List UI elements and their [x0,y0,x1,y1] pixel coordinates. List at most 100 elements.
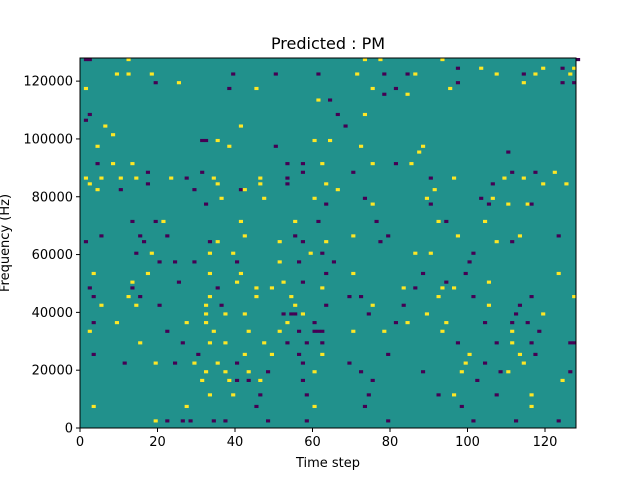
heatmap-cell-low [266,370,271,374]
heatmap-cell-high [204,321,209,325]
heatmap-cell-high [277,329,282,333]
heatmap-cell-high [324,240,329,244]
heatmap-cell-low [568,370,573,374]
heatmap-cell-high [378,58,383,62]
heatmap-cell-low [374,219,379,224]
heatmap-cell-low [347,361,352,365]
heatmap-cell-low [91,295,96,299]
heatmap-cell-low [188,419,193,423]
heatmap-cell-high [204,303,209,307]
heatmap-cell-low [192,188,197,192]
heatmap-cell-high [281,280,286,284]
heatmap-cell-low [87,58,92,62]
heatmap-cell-high [572,66,577,70]
heatmap-cell-high [111,133,116,137]
heatmap-cell-high [300,312,306,316]
heatmap-cell-low [324,271,329,276]
heatmap-cell-high [568,72,573,76]
heatmap-cell-low [289,312,294,316]
heatmap-cell-high [506,202,511,206]
heatmap-cell-high [99,176,104,180]
heatmap-cell-low [238,188,244,192]
heatmap-cell-high [118,176,123,180]
heatmap-cell-high [413,251,418,255]
heatmap-cell-low [316,72,321,76]
heatmap-cell-low [223,419,228,423]
heatmap-cell-low [351,170,356,174]
x-tick-label: 100 [455,435,480,450]
heatmap-cell-low [285,182,290,186]
heatmap-cell-low [312,329,317,333]
plot-frame [79,57,577,429]
heatmap-cell-high [223,341,228,345]
heatmap-cell-low [258,393,263,397]
heatmap-cell-low [421,370,426,374]
heatmap-cell-low [514,312,519,316]
heatmap-cell-high [215,361,220,365]
heatmap-cell-low [215,286,220,290]
heatmap-cell-high [421,144,426,148]
heatmap-cell-high [440,329,445,333]
heatmap-cell-low [529,295,534,299]
heatmap-cell-low [359,295,364,299]
heatmap-cell-high [444,321,449,325]
heatmap-cell-low [568,341,573,345]
heatmap-cell-high [486,280,492,284]
heatmap-cell-low [83,58,89,62]
y-axis-ticks: 0 20000 40000 60000 80000 100000 120000 [23,75,80,437]
heatmap-cell-high [417,150,422,154]
x-tick-label: 60 [304,435,321,450]
heatmap-cell-high [370,162,375,166]
heatmap-cell-high [204,370,209,374]
heatmap-cell-high [258,176,263,180]
heatmap-cell-low [157,303,162,307]
heatmap-cell-high [235,280,240,284]
heatmap-cell-low [428,202,433,206]
heatmap-cell-low [99,234,104,238]
heatmap-cell-low [382,92,387,96]
heatmap-cell-high [486,303,492,307]
heatmap-cell-low [304,393,309,397]
heatmap-cell-low [525,321,530,325]
heatmap-cell-high [184,404,189,409]
heatmap-cell-low [235,378,240,382]
heatmap-cell-high [370,86,375,91]
heatmap-cell-high [254,86,259,91]
heatmap-cell-low [378,240,383,244]
heatmap-cell-low [428,176,433,180]
heatmap-cell-high [452,176,457,180]
heatmap-cell-low [145,182,151,186]
x-tick-label: 20 [149,435,166,450]
x-axis-label: Time step [295,456,360,471]
heatmap-cell-low [173,260,178,264]
heatmap-cell-low [320,341,325,345]
heatmap-cell-high [355,72,360,76]
heatmap-cell-low [165,234,170,238]
heatmap-cell-high [541,312,546,316]
heatmap-cell-high [572,295,577,299]
heatmap-cell-low [204,138,209,143]
heatmap-cell-high [424,196,430,200]
heatmap-cell-low [455,341,461,345]
heatmap-cell-low [157,260,162,264]
heatmap-cell-low [300,240,306,244]
heatmap-cell-low [483,321,488,325]
heatmap-cell-low [529,341,534,345]
heatmap-cell-low [138,295,143,299]
x-tick-label: 40 [227,435,244,450]
y-tick-label: 20000 [32,364,73,379]
heatmap-cell-high [87,329,92,333]
heatmap-cell-low [300,280,306,284]
heatmap-cell-high [238,271,244,276]
heatmap-cell-low [83,240,89,244]
heatmap-cell-low [405,72,410,76]
heatmap-cell-high [510,341,515,345]
heatmap-cell-high [91,271,96,276]
heatmap-cell-high [83,176,89,180]
heatmap-cell-low [273,72,278,76]
heatmap-cell-low [273,144,278,148]
heatmap-cell-low [297,329,302,333]
heatmap-cell-low [235,361,240,365]
heatmap-cell-low [293,312,298,316]
